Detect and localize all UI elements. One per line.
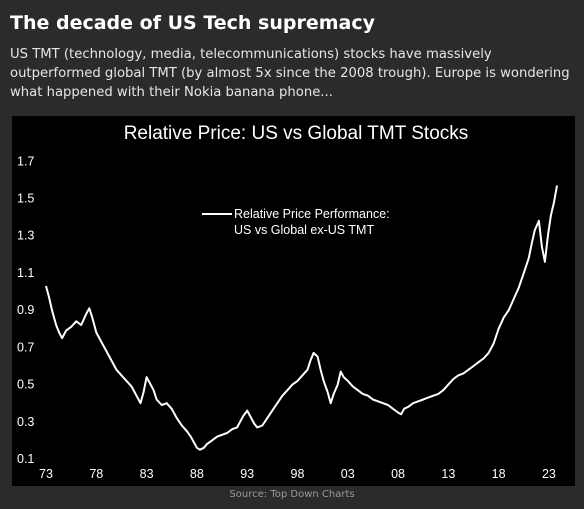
x-tick-label: 88 — [190, 467, 204, 481]
x-tick-label: 73 — [39, 467, 53, 481]
x-tick-label: 08 — [391, 467, 405, 481]
x-tick-label: 93 — [240, 467, 254, 481]
y-tick-label: 1.1 — [17, 266, 34, 280]
series-line — [45, 185, 558, 451]
y-tick-label: 0.1 — [17, 452, 34, 466]
x-tick-label: 83 — [140, 467, 154, 481]
y-tick-label: 1.3 — [17, 229, 34, 243]
y-tick-label: 0.3 — [17, 415, 34, 429]
x-tick-label: 98 — [291, 467, 305, 481]
y-tick-label: 1.5 — [17, 192, 34, 206]
y-tick-label: 0.5 — [17, 378, 34, 392]
line-chart: Relative Price: US vs Global TMT Stocks … — [17, 123, 558, 481]
y-tick-label: 1.7 — [17, 154, 34, 168]
legend-label-line1: Relative Price Performance: — [234, 207, 390, 221]
card-subtitle: US TMT (technology, media, telecommunica… — [10, 47, 570, 100]
x-tick-label: 23 — [542, 467, 556, 481]
series-layer — [45, 185, 558, 451]
chart-legend: Relative Price Performance: US vs Global… — [202, 207, 390, 237]
x-tick-label: 13 — [441, 467, 455, 481]
x-tick-label: 03 — [341, 467, 355, 481]
y-axis-ticks: 0.1 0.3 0.5 0.7 0.9 1.1 1.3 1.5 1.7 — [17, 154, 34, 466]
y-tick-label: 0.9 — [17, 303, 34, 317]
y-tick-label: 0.7 — [17, 340, 34, 354]
legend-label-line2: US vs Global ex-US TMT — [234, 223, 374, 237]
chart-panel: Relative Price: US vs Global TMT Stocks … — [12, 116, 575, 486]
x-axis-ticks: 73 78 83 88 93 98 03 08 13 18 23 — [39, 467, 556, 481]
x-tick-label: 18 — [492, 467, 506, 481]
x-tick-label: 78 — [89, 467, 103, 481]
source-note: Source: Top Down Charts — [229, 489, 355, 500]
card-title: The decade of US Tech supremacy — [10, 12, 376, 34]
chart-title: Relative Price: US vs Global TMT Stocks — [124, 123, 469, 144]
